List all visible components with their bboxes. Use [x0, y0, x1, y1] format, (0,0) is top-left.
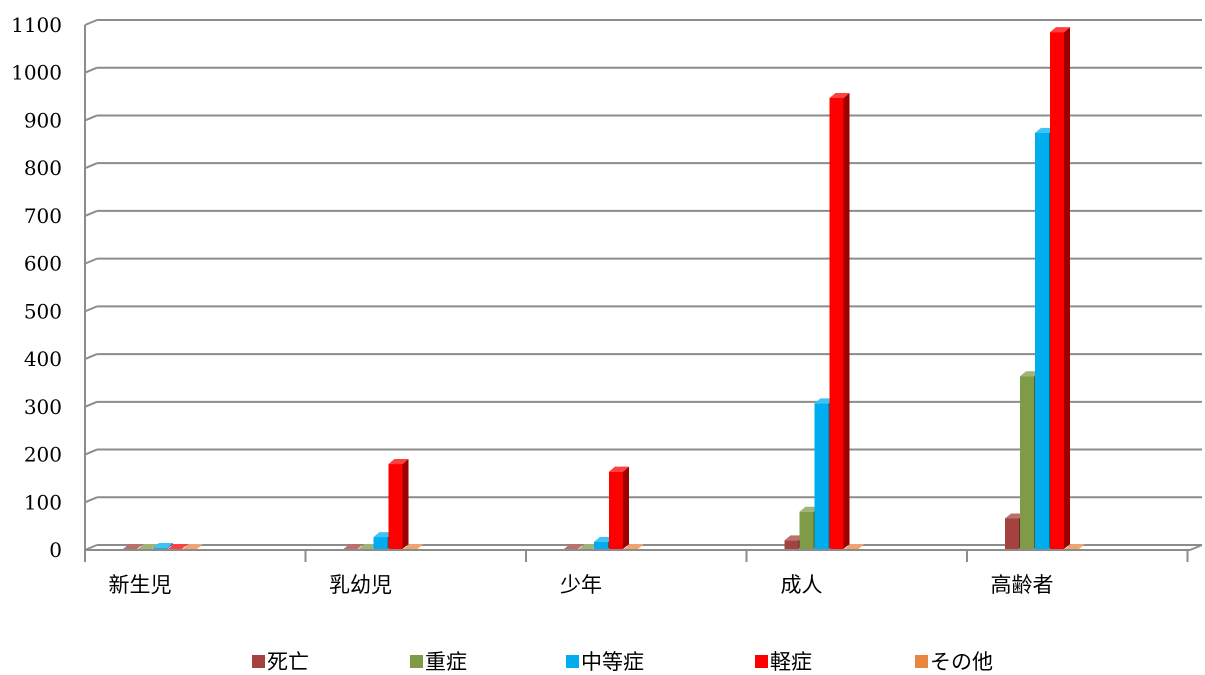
gridline-side — [84, 162, 98, 170]
bar — [183, 544, 203, 549]
x-axis-side — [1189, 544, 1203, 551]
legend-item: その他 — [915, 650, 993, 674]
bar-top — [403, 544, 424, 549]
bar-front — [1020, 376, 1034, 549]
bar-top — [564, 544, 584, 549]
bar-top — [138, 544, 158, 549]
bar — [609, 466, 629, 549]
bar-front — [594, 541, 608, 549]
bar-top — [123, 544, 143, 549]
gridline-side — [84, 496, 98, 504]
gridline-side — [84, 400, 98, 408]
gridline-side — [84, 257, 98, 265]
bar — [138, 544, 158, 549]
y-tick-label: 700 — [24, 204, 62, 228]
bar-side — [623, 466, 629, 549]
bar — [624, 544, 644, 549]
bar-top — [168, 544, 188, 549]
legend-swatch — [915, 655, 928, 668]
bar — [829, 92, 850, 550]
legend-label: 重症 — [425, 650, 467, 674]
bar-top — [609, 466, 629, 472]
y-tick-label: 400 — [24, 347, 62, 371]
legend-item: 重症 — [410, 650, 467, 674]
y-tick-label: 0 — [49, 538, 62, 562]
bar-top — [844, 544, 865, 549]
x-tick-label: 少年 — [560, 573, 602, 597]
bar-front — [1005, 518, 1019, 549]
bar-front — [784, 540, 799, 549]
x-tick-label: 新生児 — [109, 573, 172, 597]
y-tick-label: 900 — [24, 108, 62, 132]
bar-top — [1065, 544, 1085, 549]
bar-front — [388, 464, 403, 549]
y-tick-label: 1000 — [11, 61, 62, 85]
bar — [564, 544, 584, 549]
y-tick-label: 200 — [24, 443, 62, 467]
bar-front — [373, 537, 388, 549]
bar-top — [1050, 27, 1070, 33]
y-tick-label: 1100 — [11, 13, 62, 37]
bar-side — [843, 92, 850, 550]
x-tick-label: 高齢者 — [991, 573, 1054, 597]
bar-side — [167, 543, 173, 549]
legend-item: 死亡 — [252, 650, 309, 674]
bar-top — [624, 544, 644, 549]
legend-swatch — [252, 655, 265, 668]
bar-front — [799, 511, 814, 549]
bar-top — [829, 92, 850, 98]
legend: 死亡 重症 中等症 軽症 その他 — [252, 650, 993, 674]
bar-top — [343, 544, 364, 549]
bar-front — [609, 471, 623, 549]
bar-front — [1050, 32, 1064, 549]
y-tick-label: 800 — [24, 156, 62, 180]
y-tick-label: 300 — [24, 395, 62, 419]
gridline-side — [84, 209, 98, 217]
bar — [153, 543, 173, 549]
bars — [123, 27, 1085, 550]
bar-top — [388, 459, 409, 465]
gridline-side — [84, 114, 98, 122]
gridline-side — [84, 353, 98, 361]
axes — [84, 25, 1203, 562]
legend-item: 中等症 — [566, 650, 644, 674]
bar-front — [153, 548, 167, 549]
bar-side — [402, 459, 409, 549]
y-tick-labels: 0 100 200 300 400 500 600 700 800 900 1000 1100 — [11, 13, 62, 562]
x-tick-label: 成人 — [781, 573, 823, 597]
gridline-side — [84, 66, 98, 74]
legend-item: 軽症 — [755, 650, 812, 674]
legend-swatch — [755, 655, 768, 668]
bar-top — [183, 544, 203, 549]
bar-side — [1064, 27, 1070, 549]
legend-label: その他 — [930, 650, 993, 674]
y-tick-label: 100 — [24, 490, 62, 514]
bar — [403, 544, 424, 549]
bar — [168, 544, 188, 549]
legend-label: 軽症 — [770, 650, 812, 674]
gridlines — [84, 19, 1202, 551]
bar — [1050, 27, 1070, 549]
bar — [123, 544, 143, 549]
x-category-labels: 新生児 乳幼児 少年 成人 高齢者 — [109, 573, 1054, 597]
y-tick-label: 600 — [24, 252, 62, 276]
gridline-side — [84, 305, 98, 313]
bar-top — [153, 543, 173, 549]
bar-front — [1035, 132, 1049, 549]
legend-swatch — [566, 655, 579, 668]
bar-front — [814, 403, 829, 549]
bar — [343, 544, 364, 549]
legend-swatch — [410, 655, 423, 668]
legend-label: 死亡 — [267, 650, 309, 674]
x-tick-label: 乳幼児 — [329, 573, 392, 597]
bar — [1065, 544, 1085, 549]
y-tick-label: 500 — [24, 299, 62, 323]
legend-label: 中等症 — [581, 650, 644, 674]
gridline-side — [84, 448, 98, 456]
bar — [844, 544, 865, 549]
bar-front — [829, 97, 844, 550]
gridline-side — [84, 19, 98, 26]
bar — [388, 459, 409, 549]
